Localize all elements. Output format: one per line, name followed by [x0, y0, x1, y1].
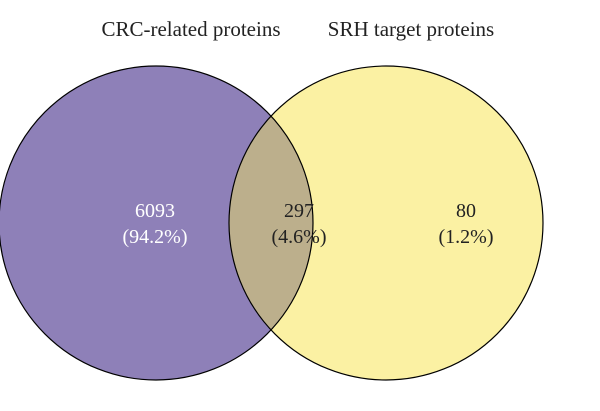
- set-a-circle: [0, 66, 313, 380]
- intersection-count: 297: [284, 200, 314, 222]
- intersection-percent: (4.6%): [272, 226, 327, 248]
- b-only-count: 80: [456, 200, 476, 222]
- set-a-outline: [0, 65, 314, 381]
- b-only-percent: (1.2%): [439, 226, 494, 248]
- set-b-outline: [228, 65, 544, 381]
- set-b-label: SRH target proteins: [328, 17, 494, 41]
- a-only-percent: (94.2%): [123, 226, 188, 248]
- set-b-circle: [229, 66, 543, 380]
- set-a-label: CRC-related proteins: [101, 17, 280, 41]
- a-only-count: 6093: [135, 200, 175, 222]
